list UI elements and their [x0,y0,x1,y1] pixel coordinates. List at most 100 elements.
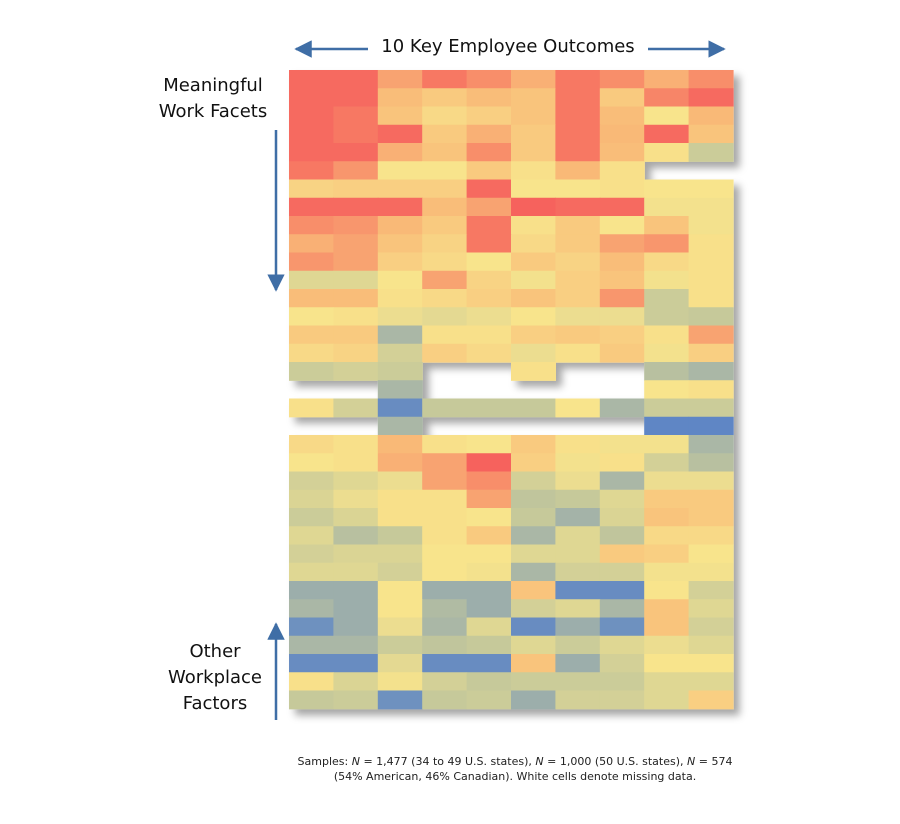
heatmap-cell-r8-c6 [511,197,556,217]
heatmap-cell-r8-c9 [644,197,690,217]
heatmap-cell-r9-c3 [377,216,423,235]
heatmap-cell-r25-c2 [333,508,379,527]
heatmap-cell-r31-c1 [289,617,334,637]
heatmap-cell-r13-c6 [511,289,556,308]
heatmap-cell-r1-c6 [511,70,556,89]
heatmap-cell-r34-c3 [377,672,423,692]
heatmap-cell-r23-c8 [599,471,645,491]
heatmap-cells [289,70,734,710]
heatmap-cell-r27-c5 [466,544,512,564]
heatmap-cell-r25-c5 [466,508,512,527]
heatmap-cell-r25-c10 [688,508,734,527]
heatmap-cell-r16-c5 [466,343,512,363]
heatmap-cell-r17-c6 [511,362,556,381]
heatmap-cell-r10-c8 [599,234,645,254]
heatmap-cell-r23-c2 [333,471,379,491]
heatmap-cell-r8-c5 [466,197,512,217]
n3-value: = 574 (54% American, 46% Canadian). Whit… [333,755,733,783]
heatmap-cell-r11-c5 [466,252,512,272]
heatmap-cell-r19-c6 [511,398,556,418]
heatmap-cell-r34-c6 [511,672,556,692]
heatmap-cell-r27-c8 [599,544,645,564]
heatmap-cell-r7-c9 [644,179,690,199]
heatmap-cell-r16-c1 [289,343,334,363]
heatmap-cell-r13-c10 [688,289,734,308]
heatmap-cell-r18-c3 [377,380,423,400]
heatmap-cell-r3-c1 [289,106,334,126]
heatmap-cell-r32-c5 [466,635,512,655]
heatmap-cell-r2-c9 [644,88,690,108]
heatmap-cell-r14-c10 [688,307,734,327]
heatmap-cell-r30-c3 [377,599,423,619]
heatmap-cell-r30-c2 [333,599,379,619]
heatmap-cell-r29-c6 [511,581,556,600]
heatmap-cell-r33-c9 [644,654,690,673]
heatmap-cell-r8-c3 [377,197,423,217]
heatmap-cell-r23-c5 [466,471,512,491]
heatmap-cell-r11-c6 [511,252,556,272]
heatmap-cell-r8-c7 [555,197,601,217]
heatmap-cell-r9-c1 [289,216,334,235]
heatmap-cell-r9-c8 [599,216,645,235]
heatmap-cell-r3-c10 [688,106,734,126]
heatmap-cell-r1-c2 [333,70,379,89]
samples-caption: Samples: N = 1,477 (34 to 49 U.S. states… [290,754,740,784]
heatmap-cell-r32-c1 [289,635,334,655]
heatmap-cell-r20-c3 [377,416,423,436]
heatmap-cell-r17-c3 [377,362,423,381]
heatmap-cell-r31-c7 [555,617,601,637]
heatmap-cell-r5-c8 [599,143,645,162]
heatmap-cell-r15-c6 [511,325,556,345]
heatmap-cell-r35-c5 [466,690,512,710]
heatmap-cell-r20-c9 [644,416,690,436]
heatmap-cell-r29-c5 [466,581,512,600]
heatmap-cell-r27-c7 [555,544,601,564]
heatmap-cell-r35-c10 [688,690,734,710]
heatmap-cell-r8-c10 [688,197,734,217]
heatmap-cell-r1-c4 [422,70,468,89]
other-label-line-3: Factors [182,693,248,714]
heatmap-cell-r14-c1 [289,307,334,327]
heatmap-cell-r11-c2 [333,252,379,272]
heatmap-cell-r3-c5 [466,106,512,126]
heatmap-cell-r12-c4 [422,270,468,290]
heatmap-cell-r21-c3 [377,435,423,454]
heatmap-cell-r33-c10 [688,654,734,673]
heatmap-cell-r11-c8 [599,252,645,272]
heatmap-cell-r26-c4 [422,526,468,546]
heatmap-cell-r7-c1 [289,179,334,199]
heatmap-cell-r11-c3 [377,252,423,272]
heatmap-cell-r22-c4 [422,453,468,473]
heatmap-cell-r5-c2 [333,143,379,162]
heatmap-cell-r30-c8 [599,599,645,619]
heatmap-cell-r32-c6 [511,635,556,655]
heatmap-cell-r26-c10 [688,526,734,546]
heatmap-cell-r19-c4 [422,398,468,418]
heatmap-cell-r20-c10 [688,416,734,436]
heatmap-cell-r10-c4 [422,234,468,254]
heatmap-cell-r4-c1 [289,124,334,144]
heatmap-cell-r27-c1 [289,544,334,564]
heatmap-cell-r2-c6 [511,88,556,108]
heatmap-cell-r33-c7 [555,654,601,673]
heatmap-cell-r7-c2 [333,179,379,199]
heatmap-cell-r33-c6 [511,654,556,673]
heatmap-cell-r28-c4 [422,562,468,582]
heatmap-cell-r3-c4 [422,106,468,126]
heatmap-cell-r14-c8 [599,307,645,327]
heatmap-cell-r6-c7 [555,161,601,181]
heatmap-cell-r15-c3 [377,325,423,345]
heatmap-cell-r34-c8 [599,672,645,692]
heatmap-cell-r2-c3 [377,88,423,108]
heatmap-cell-r25-c1 [289,508,334,527]
heatmap-cell-r24-c5 [466,489,512,509]
heatmap-cell-r9-c9 [644,216,690,235]
heatmap-cell-r25-c6 [511,508,556,527]
heatmap-cell-r30-c9 [644,599,690,619]
heatmap-cell-r14-c3 [377,307,423,327]
heatmap-cell-r10-c6 [511,234,556,254]
heatmap-cell-r15-c2 [333,325,379,345]
heatmap-cell-r10-c3 [377,234,423,254]
heatmap-cell-r15-c8 [599,325,645,345]
heatmap-cell-r10-c5 [466,234,512,254]
